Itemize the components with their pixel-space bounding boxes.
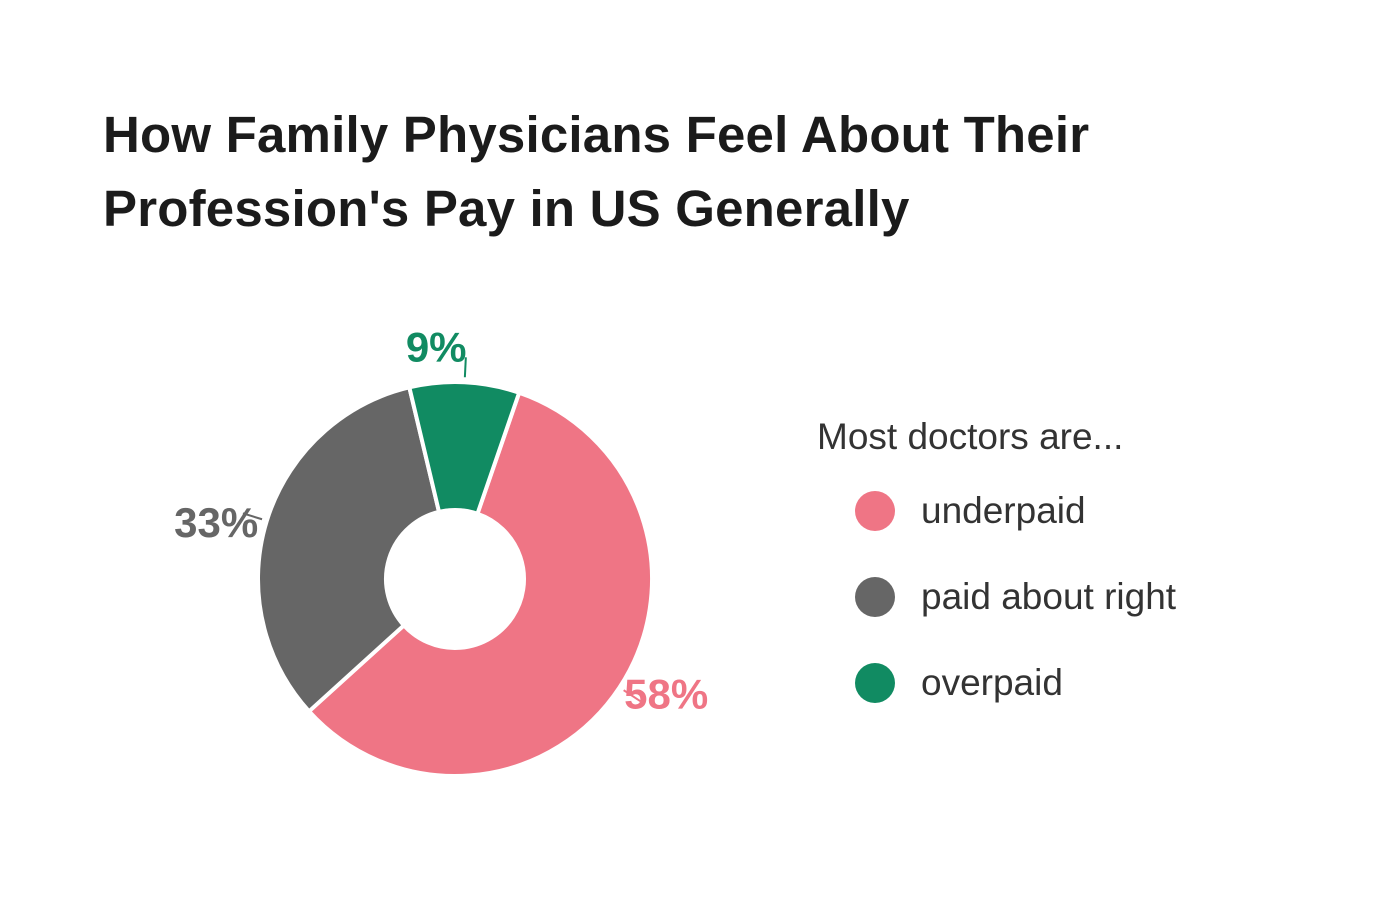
legend-heading: Most doctors are... <box>817 416 1124 457</box>
legend-swatch-underpaid <box>855 491 895 531</box>
legend-label-paid-about-right: paid about right <box>921 576 1177 617</box>
legend-item-paid-about-right: paid about right <box>855 572 1176 622</box>
donut-slices <box>256 380 654 778</box>
slice-value-labels: 58% 33% 9% <box>174 323 708 717</box>
leader-line-overpaid <box>463 357 467 378</box>
legend-item-overpaid: overpaid <box>855 658 1176 708</box>
slice-leader-lines <box>242 357 641 703</box>
chart-title: How Family Physicians Feel About Their P… <box>103 98 1283 246</box>
slice-overpaid <box>407 380 522 516</box>
legend-label-overpaid: overpaid <box>921 662 1063 703</box>
legend-label-underpaid: underpaid <box>921 490 1086 531</box>
value-label-underpaid: 58% <box>624 670 708 717</box>
value-label-paid-about-right: 33% <box>174 499 258 546</box>
leader-line-paid-about-right <box>242 512 263 521</box>
legend-item-underpaid: underpaid <box>855 486 1176 536</box>
chart-title-line-2: Profession's Pay in US Generally <box>103 180 910 237</box>
value-label-overpaid: 9% <box>406 323 467 370</box>
legend-swatch-overpaid <box>855 663 895 703</box>
leader-line-underpaid <box>623 689 641 703</box>
slice-paid-about-right <box>256 385 442 714</box>
slice-underpaid <box>307 390 654 778</box>
legend: Most doctors are... underpaid paid about… <box>817 412 1176 744</box>
legend-swatch-paid-about-right <box>855 577 895 617</box>
chart-title-line-1: How Family Physicians Feel About Their <box>103 106 1090 163</box>
